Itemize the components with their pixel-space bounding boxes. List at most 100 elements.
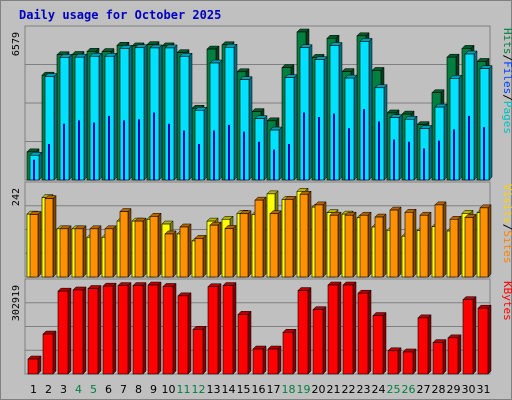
bar-kbytes-day-7	[117, 281, 132, 375]
bar-files-day-23	[359, 37, 373, 181]
x-tick-label-14: 14	[222, 383, 236, 396]
bar-pages-day-16	[258, 141, 260, 180]
bar-pages-day-17	[273, 149, 275, 180]
bar-files-day-24	[374, 84, 388, 181]
x-tick-label-30: 30	[462, 383, 476, 396]
bar-files-day-9	[149, 44, 163, 181]
x-tick-label-26: 26	[402, 383, 416, 396]
legend-files: Files	[501, 61, 512, 94]
bar-files-day-31	[479, 65, 493, 181]
legend-separator: /	[501, 94, 512, 101]
bar-pages-day-14	[228, 124, 230, 180]
bar-kbytes-day-20	[312, 306, 327, 375]
bar-files-day-11	[179, 52, 193, 181]
bar-sites-day-18	[284, 195, 297, 278]
bar-files-day-25	[389, 114, 403, 181]
bar-sites-day-21	[329, 211, 342, 278]
bar-files-day-20	[314, 56, 328, 181]
bar-kbytes-day-17	[267, 345, 282, 375]
bar-kbytes-day-18	[282, 328, 297, 375]
bar-kbytes-day-12	[192, 325, 207, 375]
x-tick-label-23: 23	[357, 383, 371, 396]
legend-separator: /	[501, 55, 512, 62]
bar-pages-day-21	[333, 113, 335, 180]
x-tick-label-10: 10	[162, 383, 176, 396]
x-tick-label-8: 8	[135, 383, 142, 396]
bar-kbytes-day-1	[27, 355, 42, 375]
bar-files-day-27	[419, 124, 433, 181]
bar-sites-day-10	[164, 230, 177, 278]
x-tick-label-13: 13	[207, 383, 221, 396]
x-tick-label-29: 29	[447, 383, 461, 396]
bar-files-day-21	[329, 41, 343, 181]
bar-files-day-6	[104, 52, 118, 181]
bar-sites-day-19	[299, 190, 312, 278]
bar-sites-day-27	[419, 211, 432, 278]
x-tick-label-27: 27	[417, 383, 431, 396]
bar-pages-day-23	[363, 109, 365, 180]
bar-pages-day-25	[393, 139, 395, 180]
bar-sites-day-26	[404, 208, 417, 278]
bar-kbytes-day-15	[237, 310, 252, 375]
x-tick-label-12: 12	[192, 383, 206, 396]
bar-pages-day-24	[378, 121, 380, 180]
bar-files-day-4	[74, 53, 88, 181]
x-tick-label-21: 21	[327, 383, 341, 396]
bar-pages-day-2	[48, 144, 50, 180]
bar-pages-day-9	[153, 112, 155, 180]
x-tick-label-28: 28	[432, 383, 446, 396]
legend-visits: Visits	[501, 184, 512, 224]
bar-files-day-10	[164, 44, 178, 181]
bar-files-day-16	[254, 114, 268, 181]
bar-files-day-19	[299, 44, 313, 181]
bar-sites-day-17	[269, 210, 282, 278]
bar-kbytes-day-31	[477, 304, 492, 375]
bar-files-day-12	[194, 106, 208, 181]
x-tick-label-17: 17	[267, 383, 281, 396]
bar-sites-day-23	[359, 211, 372, 278]
panel-top-ymax-label: 6579	[11, 32, 22, 56]
bar-pages-day-3	[63, 123, 65, 180]
bar-pages-day-30	[468, 115, 470, 180]
panel-bottom-ymax-label: 302919	[11, 285, 22, 321]
x-tick-label-24: 24	[372, 383, 386, 396]
bar-sites-day-15	[239, 210, 252, 278]
x-tick-label-2: 2	[45, 383, 52, 396]
x-tick-label-20: 20	[312, 383, 326, 396]
bar-sites-day-3	[59, 225, 72, 278]
x-tick-label-9: 9	[150, 383, 157, 396]
bar-sites-day-31	[479, 204, 492, 278]
bar-pages-day-7	[123, 120, 125, 180]
x-tick-label-18: 18	[282, 383, 296, 396]
bar-kbytes-day-19	[297, 286, 312, 375]
bar-files-day-2	[44, 72, 58, 181]
bar-files-day-15	[239, 76, 253, 181]
bar-sites-day-28	[434, 201, 447, 278]
bar-pages-day-27	[423, 148, 425, 180]
bar-kbytes-day-27	[417, 314, 432, 375]
x-tick-label-7: 7	[120, 383, 127, 396]
x-tick-label-3: 3	[60, 383, 67, 396]
bar-kbytes-day-5	[87, 284, 102, 375]
bar-sites-day-14	[224, 224, 237, 278]
x-tick-label-19: 19	[297, 383, 311, 396]
x-tick-label-1: 1	[30, 383, 37, 396]
panel-top-legend: Hits/Files/Pages	[501, 28, 512, 134]
bar-files-day-28	[434, 103, 448, 181]
bar-sites-day-8	[134, 217, 147, 278]
bar-kbytes-day-26	[402, 348, 417, 375]
bar-pages-day-15	[243, 131, 245, 180]
bar-sites-day-2	[44, 195, 57, 278]
bar-pages-day-29	[453, 129, 455, 180]
bar-pages-day-4	[78, 120, 80, 180]
bar-pages-day-26	[408, 141, 410, 180]
bar-kbytes-day-11	[177, 292, 192, 375]
bar-kbytes-day-23	[357, 289, 372, 375]
bar-pages-day-19	[303, 112, 305, 180]
bar-sites-day-11	[179, 223, 192, 278]
bar-sites-day-13	[209, 221, 222, 278]
bar-pages-day-10	[168, 123, 170, 180]
x-tick-label-4: 4	[75, 383, 82, 396]
x-tick-label-25: 25	[387, 383, 401, 396]
